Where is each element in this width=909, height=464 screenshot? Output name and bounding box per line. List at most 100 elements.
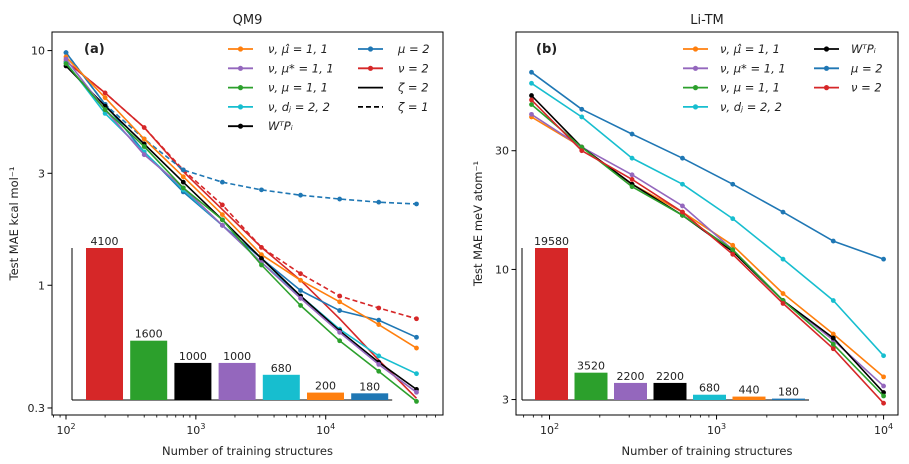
data-point xyxy=(298,277,303,283)
legend-label: ν, µ = 1, 1 xyxy=(268,81,328,95)
inset-bar-label: 1600 xyxy=(135,328,163,341)
data-point xyxy=(730,242,736,248)
legend-label: ν, µ = 1, 1 xyxy=(720,81,780,95)
y-axis-label: Test MAE meV atom⁻¹ xyxy=(471,161,485,287)
data-point xyxy=(780,301,786,306)
data-point xyxy=(414,201,419,207)
data-point xyxy=(830,238,836,244)
data-point xyxy=(337,329,343,335)
data-point xyxy=(629,177,635,182)
inset-bar-label: 680 xyxy=(271,362,292,375)
plot-frame xyxy=(51,31,444,416)
data-point xyxy=(830,341,836,347)
data-point xyxy=(63,50,69,56)
data-point xyxy=(180,185,186,191)
data-point xyxy=(680,203,685,209)
data-point xyxy=(141,136,147,142)
data-point xyxy=(102,95,108,101)
legend-marker xyxy=(237,85,244,91)
legend-marker xyxy=(237,65,244,71)
data-point xyxy=(337,299,343,305)
inset-bar xyxy=(262,374,300,400)
data-point xyxy=(629,172,635,178)
data-point xyxy=(579,106,585,112)
data-point xyxy=(579,148,585,154)
series-line xyxy=(65,60,417,320)
legend-marker xyxy=(237,123,244,129)
inset-bar xyxy=(351,393,389,400)
data-point xyxy=(298,271,303,277)
y-tick-label: 10 xyxy=(31,45,45,58)
data-point xyxy=(730,251,736,257)
series-line xyxy=(530,99,885,404)
data-point xyxy=(337,308,343,313)
legend-label: ν, µ̂ = 1, 1 xyxy=(720,42,780,56)
data-point xyxy=(629,155,635,161)
inset-bar-label: 440 xyxy=(739,384,760,397)
data-point xyxy=(414,398,419,404)
inset-bar xyxy=(614,382,647,400)
x-tick-label: 103 xyxy=(186,422,205,437)
legend-label: ν = 2 xyxy=(851,81,882,95)
inset-bar xyxy=(693,394,726,400)
data-point xyxy=(376,353,382,359)
series-group xyxy=(529,69,886,406)
panel-li-tm: Li-TM 102 103 104 3 10 30 Number of training st… xyxy=(471,13,899,458)
y-tick-label: 10 xyxy=(495,263,509,276)
data-point xyxy=(730,181,736,187)
data-point xyxy=(680,155,685,161)
x-tick-label: 104 xyxy=(874,422,893,437)
data-point xyxy=(529,93,534,98)
data-point xyxy=(830,346,836,352)
data-point xyxy=(529,80,534,86)
series-group xyxy=(63,50,419,404)
legend-label: ν, µ* = 1, 1 xyxy=(268,61,334,75)
y-axis-label: Test MAE kcal mol⁻¹ xyxy=(7,166,21,281)
chart-title: Li-TM xyxy=(690,13,724,28)
legend-label: ν, dⱼ = 2, 2 xyxy=(268,100,330,114)
data-point xyxy=(730,216,736,222)
data-point xyxy=(414,316,419,322)
legend-marker xyxy=(367,46,374,52)
series-line xyxy=(65,58,417,393)
legend-label: µ = 2 xyxy=(397,42,430,56)
inset-bar xyxy=(535,248,568,400)
data-point xyxy=(102,107,108,113)
data-point xyxy=(376,305,382,311)
data-point xyxy=(730,247,736,253)
data-point xyxy=(298,192,303,198)
data-point xyxy=(376,322,382,327)
inset-bar xyxy=(174,362,212,400)
series-line xyxy=(65,65,417,391)
x-tick-label: 103 xyxy=(707,422,726,437)
data-point xyxy=(259,252,264,258)
data-point xyxy=(63,56,69,62)
data-point xyxy=(259,262,264,268)
data-point xyxy=(881,383,886,389)
data-point xyxy=(830,331,836,337)
data-point xyxy=(780,209,786,215)
inset-bar-label: 1000 xyxy=(223,350,251,363)
data-point xyxy=(219,222,225,228)
y-tick-label: 0.3 xyxy=(28,402,46,415)
inset-bar-label: 4100 xyxy=(91,235,119,248)
data-point xyxy=(680,181,685,187)
x-tick-label: 104 xyxy=(316,422,335,437)
series-line xyxy=(531,113,885,387)
legend-label: ζ = 2 xyxy=(397,81,429,95)
data-point xyxy=(180,167,186,173)
legend-marker xyxy=(823,65,830,71)
data-point xyxy=(629,184,635,190)
y-tick-label: 3 xyxy=(502,394,509,407)
series-line xyxy=(531,71,884,260)
data-point xyxy=(219,202,225,208)
data-point xyxy=(376,317,382,323)
inset-bar-label: 180 xyxy=(778,386,799,399)
inset-bar xyxy=(574,372,608,400)
series-line xyxy=(530,94,885,394)
inset-bar xyxy=(653,382,687,400)
legend-marker xyxy=(367,65,374,71)
data-point xyxy=(298,295,303,301)
data-point xyxy=(337,338,343,344)
data-point xyxy=(529,69,534,75)
